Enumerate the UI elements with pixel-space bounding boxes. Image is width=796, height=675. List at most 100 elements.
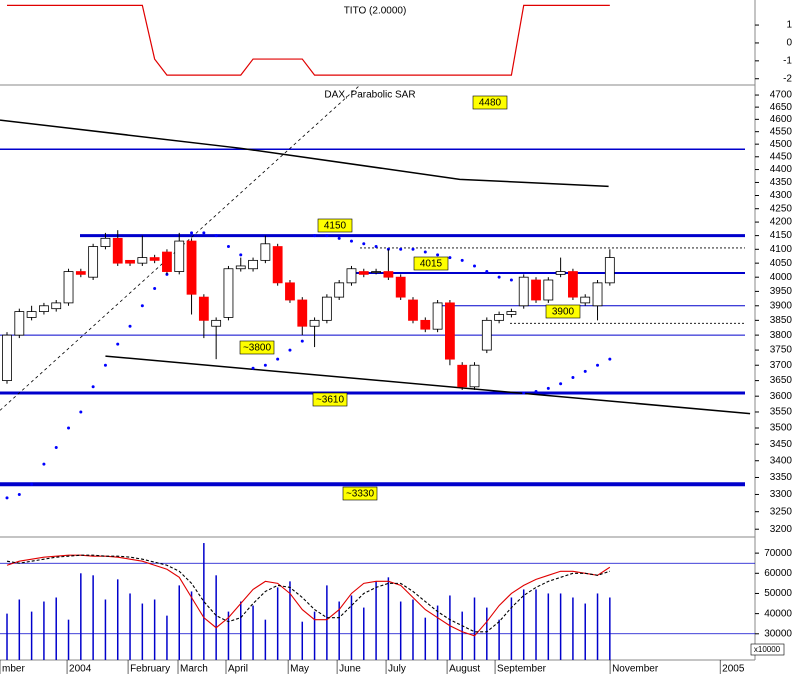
y-tick-label: 4200 bbox=[770, 217, 793, 228]
level-label: ~3610 bbox=[316, 395, 345, 406]
y-tick-label: 3750 bbox=[770, 345, 793, 356]
stochastic-line bbox=[6, 554, 611, 633]
y-tick-label: 0 bbox=[786, 38, 792, 49]
sar-dot bbox=[571, 376, 575, 380]
sar-dot bbox=[497, 275, 501, 279]
candle-body bbox=[358, 271, 369, 275]
y-tick-label: 4250 bbox=[770, 203, 793, 214]
candle-body bbox=[408, 299, 418, 321]
candle-body bbox=[39, 305, 49, 312]
x-tick-label: February bbox=[130, 664, 170, 675]
candle-body bbox=[321, 296, 332, 321]
level-label: 4480 bbox=[479, 98, 502, 109]
level-label-box bbox=[317, 218, 353, 233]
y-tick-label: 4650 bbox=[770, 102, 793, 113]
sar-dot bbox=[522, 391, 526, 395]
candle-body bbox=[506, 311, 517, 315]
sar-dot bbox=[534, 389, 538, 393]
sar-dot bbox=[374, 245, 378, 249]
candle-body bbox=[568, 271, 578, 298]
y-tick-label: 4300 bbox=[770, 190, 793, 201]
y-tick-label: 4000 bbox=[770, 272, 793, 283]
candle-body bbox=[444, 302, 455, 360]
sar-dot bbox=[546, 386, 550, 390]
sar-dot bbox=[67, 426, 71, 430]
y-tick-label: 3800 bbox=[770, 330, 793, 341]
candle-body bbox=[555, 271, 566, 275]
y-tick-label: -2 bbox=[783, 73, 792, 84]
candle-body bbox=[223, 268, 234, 318]
y-tick-label: 4450 bbox=[770, 151, 793, 162]
y-tick-label: 1 bbox=[786, 20, 792, 31]
sar-dot bbox=[399, 247, 403, 251]
x-tick-label: May bbox=[290, 664, 309, 675]
sar-dot bbox=[239, 253, 243, 257]
candle-body bbox=[580, 296, 591, 304]
candle-body bbox=[211, 319, 222, 327]
candle-body bbox=[272, 246, 283, 284]
candle-body bbox=[260, 243, 271, 261]
candle-body bbox=[248, 259, 258, 270]
x-tick-label: June bbox=[339, 664, 361, 675]
y-tick-label: 4350 bbox=[770, 177, 793, 188]
x-tick-label: September bbox=[497, 664, 547, 675]
sar-dot bbox=[325, 234, 329, 238]
level-label: 3900 bbox=[552, 307, 575, 318]
y-tick-label: 3650 bbox=[770, 375, 793, 386]
sar-dot bbox=[509, 278, 513, 282]
candle-body bbox=[604, 257, 615, 284]
x-tick-label: August bbox=[449, 664, 480, 675]
candle-body bbox=[494, 314, 505, 321]
sar-dot bbox=[116, 342, 120, 346]
y-tick-label: 4050 bbox=[770, 258, 793, 269]
candle-body bbox=[174, 240, 185, 272]
y-tick-label: 4700 bbox=[770, 90, 793, 101]
y-tick-label: 3850 bbox=[770, 315, 793, 326]
unit-box bbox=[750, 643, 785, 656]
level-label-box bbox=[413, 256, 449, 271]
candle-body bbox=[518, 276, 529, 307]
sar-dot bbox=[583, 369, 587, 373]
sar-dot bbox=[559, 382, 563, 386]
candle-body bbox=[395, 276, 406, 298]
candle-body bbox=[371, 271, 381, 273]
level-label-box bbox=[545, 304, 581, 319]
y-tick-label: 3400 bbox=[770, 455, 793, 466]
candle-body bbox=[88, 246, 99, 278]
sar-dot bbox=[473, 264, 477, 268]
sar-dot bbox=[423, 250, 427, 254]
candle-body bbox=[383, 271, 394, 278]
sar-dot bbox=[153, 287, 157, 291]
level-label-box bbox=[472, 95, 508, 110]
y-tick-label: 3300 bbox=[770, 489, 793, 500]
sar-dot bbox=[448, 256, 452, 260]
x-tick-label: 2005 bbox=[722, 664, 745, 675]
level-label: ~3800 bbox=[243, 343, 272, 354]
candle-body bbox=[51, 302, 62, 310]
y-tick-label: -1 bbox=[783, 55, 792, 66]
candle-body bbox=[346, 268, 357, 284]
sar-dot bbox=[263, 363, 267, 367]
y-tick-label: 3700 bbox=[770, 360, 793, 371]
x-tick-label: April bbox=[228, 664, 248, 675]
level-label-box bbox=[239, 340, 275, 355]
sar-dot bbox=[251, 366, 255, 370]
y-tick-label: 3900 bbox=[770, 300, 793, 311]
candle-body bbox=[112, 237, 123, 264]
y-tick-label: 70000 bbox=[764, 548, 792, 559]
sar-dot bbox=[276, 357, 280, 361]
candle-body bbox=[149, 257, 160, 261]
y-tick-label: 4500 bbox=[770, 139, 793, 150]
candle-body bbox=[469, 364, 480, 388]
candle-body bbox=[26, 311, 37, 318]
sar-dot bbox=[300, 339, 304, 343]
indicator-line bbox=[7, 4, 610, 76]
y-tick-label: 40000 bbox=[764, 608, 792, 619]
trend-line bbox=[0, 119, 609, 188]
candle-body bbox=[543, 279, 554, 301]
unit-label: x10000 bbox=[754, 645, 781, 654]
candle-body bbox=[420, 319, 431, 330]
x-tick-label: March bbox=[180, 664, 208, 675]
